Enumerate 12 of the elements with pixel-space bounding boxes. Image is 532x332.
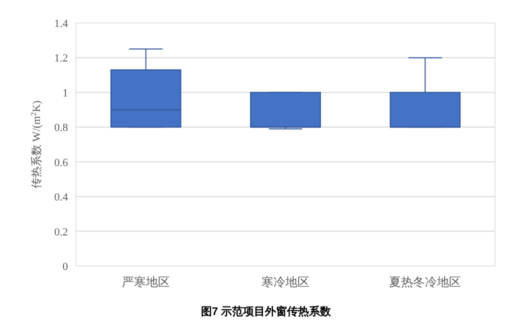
x-tick-label: 严寒地区 [122,275,170,289]
y-tick-label: 0.8 [54,122,68,134]
y-tick-label: 1.4 [54,18,68,30]
y-tick-label: 0.4 [54,192,68,204]
y-tick-label: 0.6 [54,156,68,169]
y-tick-label: 1.2 [54,52,68,65]
text: 图7 示范项目外窗传热系数 [200,305,332,318]
x-tick-label: 夏热冬冷地区 [389,275,462,289]
y-tick-label: 0.2 [54,226,68,238]
y-tick-label: 0 [62,261,68,273]
x-tick-label: 寒冷地区 [262,275,310,289]
y-tick-label: 1 [62,87,68,100]
